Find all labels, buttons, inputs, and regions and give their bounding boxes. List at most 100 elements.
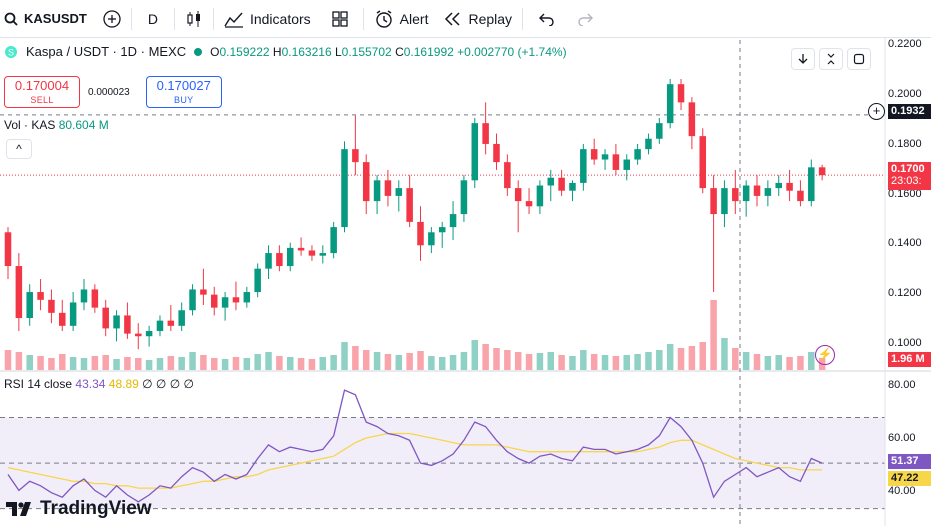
interval-label: D (147, 10, 158, 27)
volume-bar (677, 348, 685, 370)
candle-body (677, 84, 685, 103)
indicators-label: Indicators (249, 10, 311, 27)
buy-price: 0.170027 (156, 78, 211, 93)
volume-bar (48, 358, 55, 370)
rewind-icon (445, 11, 460, 26)
volume-bar (656, 350, 663, 370)
rsi-label: RSI 14 close (4, 377, 73, 391)
volume-bar (536, 353, 544, 370)
candle-body (286, 247, 294, 267)
replay-button[interactable]: Replay (436, 0, 520, 38)
price-tick: 0.1600 (888, 188, 922, 200)
candle-body (601, 154, 609, 160)
volume-bar (221, 359, 229, 370)
close-value: 0.161992 (403, 44, 454, 59)
volume-bar (623, 355, 631, 370)
chart-type-button[interactable] (177, 0, 211, 38)
candle-body (37, 292, 44, 300)
volume-bar (493, 348, 500, 370)
candle-body (167, 320, 175, 326)
candle-body (710, 188, 717, 215)
volume-bar (308, 359, 316, 370)
candle-body (91, 289, 99, 308)
candle-body (69, 302, 77, 326)
volume-bar (438, 357, 446, 370)
price-tick: 0.1400 (888, 237, 922, 249)
interval-button[interactable]: D (134, 0, 172, 38)
volume-bar (362, 350, 370, 370)
volume-value: 80.604 M (58, 118, 109, 132)
candle-body (4, 232, 12, 267)
price-tick: 0.1800 (888, 138, 922, 150)
volume-bar (525, 354, 533, 370)
volume-bar (26, 355, 33, 370)
arrow-down-icon (798, 54, 808, 64)
candle-body (406, 188, 413, 222)
collapse-button[interactable] (819, 48, 843, 70)
spread-value: 0.000023 (88, 86, 130, 98)
divider (212, 7, 214, 30)
compare-button[interactable] (95, 0, 129, 38)
pair-title[interactable]: Kaspa / USDT · 1D · MEXC (26, 44, 187, 59)
candle-body (135, 333, 142, 337)
indicators-button[interactable]: Indicators (216, 0, 319, 38)
volume-bar (797, 356, 804, 370)
candle-body (493, 143, 500, 163)
volume-bar (286, 357, 294, 370)
volume-bar (634, 354, 641, 370)
candle-body (808, 167, 815, 202)
redo-button[interactable] (569, 0, 601, 38)
candle-body (210, 294, 218, 308)
candle-body (59, 312, 66, 326)
volume-bar (200, 355, 207, 370)
layouts-button[interactable] (319, 0, 361, 38)
scroll-down-button[interactable] (791, 48, 815, 70)
rsi-ma-badge: 47.22 (888, 471, 931, 486)
buy-button[interactable]: 0.170027 BUY (145, 76, 222, 108)
candle-body (645, 138, 652, 150)
candle-body (656, 123, 663, 139)
legend-header: S Kaspa / USDT · 1D · MEXC O0.159222 H0.… (0, 44, 567, 59)
rsi-band-fill (0, 417, 885, 509)
volume-bar (406, 353, 413, 370)
volume-bar (4, 350, 12, 370)
divider (173, 7, 175, 30)
candles-icon (187, 10, 200, 27)
volume-bar (428, 356, 435, 370)
candle-body (189, 289, 196, 311)
redo-icon (578, 13, 594, 26)
flash-icon[interactable]: ⚡ (815, 345, 835, 365)
candle-body (688, 102, 696, 137)
alert-button[interactable]: Alert (366, 0, 437, 38)
volume-badge: 1.96 M (888, 352, 931, 367)
chart-controls (791, 48, 871, 70)
divider (362, 7, 364, 30)
candle-body (558, 177, 565, 191)
volume-bar (145, 360, 153, 370)
candle-body (384, 180, 392, 196)
volume-bar (482, 344, 489, 370)
symbol-search[interactable]: KASUSDT (0, 0, 95, 38)
candle-body (471, 123, 479, 181)
candle-body (525, 201, 533, 207)
volume-bar (742, 352, 750, 370)
fullscreen-button[interactable] (847, 48, 871, 70)
candle-body (254, 268, 261, 293)
volume-bar (373, 352, 381, 370)
rsi-ma-value: 48.89 (108, 377, 139, 391)
candle-body (330, 227, 337, 254)
rsi-tick: 60.00 (888, 432, 916, 444)
volume-bar (80, 358, 88, 370)
volume-bar (210, 358, 218, 370)
volume-bar (580, 350, 587, 370)
rsi-ma-line (7, 432, 823, 489)
candle-body (732, 188, 739, 202)
candle-body (797, 190, 804, 202)
add-price-line-button[interactable]: + (868, 103, 885, 120)
sell-button[interactable]: 0.170004 SELL (4, 76, 80, 108)
collapse-legend-button[interactable]: ^ (6, 139, 32, 159)
volume-bar (113, 359, 120, 370)
crosshair-price-badge: 0.1932 (888, 104, 931, 119)
undo-button[interactable] (525, 0, 569, 38)
candle-body (395, 188, 403, 196)
